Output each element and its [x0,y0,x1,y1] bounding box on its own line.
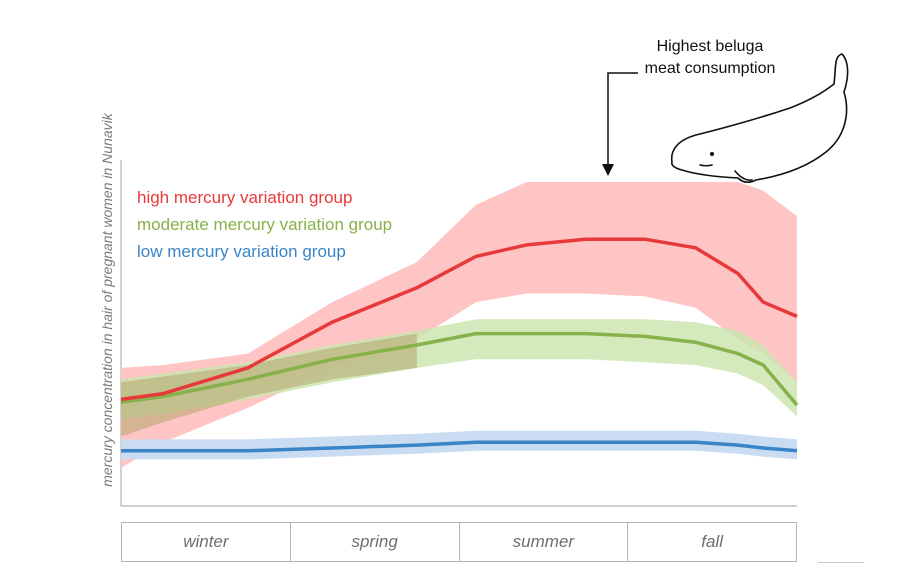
season-summer: summer [460,523,629,561]
annotation-line-1: Highest beluga [656,38,764,55]
line-moderate [120,331,799,407]
season-axis: winter spring summer fall [121,522,797,562]
beluga-whale-icon [670,53,849,183]
legend-item-high: high mercury variation group [137,188,352,208]
legend-label-moderate: moderate mercury variation group [137,215,393,234]
legend-label-high: high mercury variation group [137,188,353,207]
line-low [121,440,798,453]
lines-layer [120,237,799,453]
band-overlap [121,333,417,437]
season-fall: fall [701,532,723,551]
legend-label-low: low mercury variation group [137,242,346,261]
band-moderate [121,319,797,420]
season-spring: spring [291,523,460,561]
legend-item-low: low mercury variation group [137,242,346,262]
divider [818,562,864,563]
y-axis-label: mercury concentration in hair of pregnan… [99,113,115,487]
line-high [120,237,798,402]
bands-layer [121,182,797,468]
season-winter: winter [122,523,291,561]
annotation-text: Highest beluga meat consumption [640,36,780,80]
legend-item-moderate: moderate mercury variation group [137,215,392,235]
arrow-down-icon [602,164,614,176]
band-high [121,182,797,468]
band-low [121,430,797,460]
annotation-line-2: meat consumption [644,60,776,77]
annotation-arrow [607,72,638,166]
